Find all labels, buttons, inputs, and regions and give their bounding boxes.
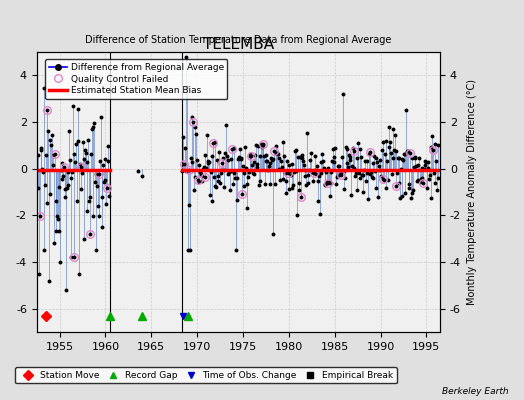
Y-axis label: Monthly Temperature Anomaly Difference (°C): Monthly Temperature Anomaly Difference (… [466, 79, 476, 305]
Text: Berkeley Earth: Berkeley Earth [442, 387, 508, 396]
Title: TELEMBA: TELEMBA [203, 37, 274, 52]
Text: Difference of Station Temperature Data from Regional Average: Difference of Station Temperature Data f… [85, 35, 391, 45]
Legend: Station Move, Record Gap, Time of Obs. Change, Empirical Break: Station Move, Record Gap, Time of Obs. C… [16, 367, 397, 384]
